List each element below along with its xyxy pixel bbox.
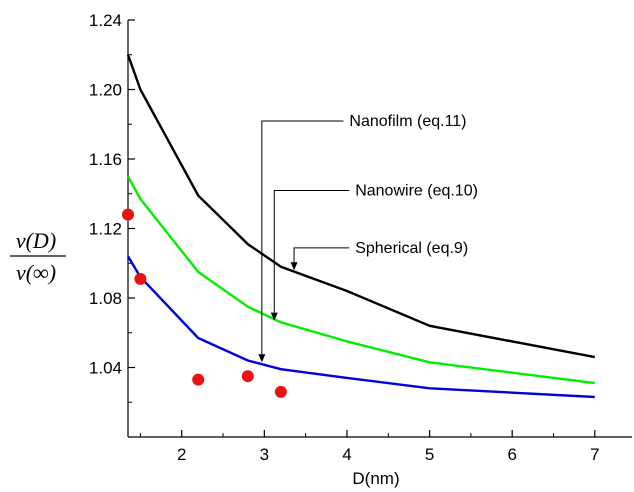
y-tick-label: 1.04 (89, 359, 122, 378)
annotation-leader (261, 120, 344, 356)
annotation-label: Spherical (eq.9) (355, 240, 468, 257)
annotation-label: Nanofilm (eq.11) (349, 113, 466, 130)
annotations: Nanofilm (eq.11) Nanowire (eq.10) Spherica… (258, 113, 478, 363)
data-point (122, 208, 134, 221)
y-tick-label: 1.12 (89, 220, 122, 239)
x-tick-label: 5 (425, 445, 434, 464)
x-tick-label: 3 (260, 445, 269, 464)
annotation: Spherical (eq.9) (290, 240, 468, 271)
data-point (241, 370, 254, 383)
series-line-nanofilm (126, 255, 595, 399)
series-lines (126, 54, 596, 399)
series-line-nanowire (126, 175, 595, 385)
y-tick-label: 1.16 (89, 150, 122, 169)
y-ticks: 1.04 1.08 1.12 1.16 1.20 1.24 (89, 11, 135, 403)
annotation-arrowhead (290, 262, 298, 271)
y-tick-label: 1.08 (89, 289, 122, 308)
x-tick-label: 4 (342, 445, 351, 464)
plot-frame (127, 20, 632, 438)
annotation-label: Nanowire (eq.10) (355, 182, 478, 199)
x-tick-label: 6 (507, 445, 516, 464)
data-point (274, 385, 287, 398)
annotation-arrowhead (258, 354, 266, 363)
annotation: Nanowire (eq.10) (270, 182, 478, 321)
x-tick-label: 7 (590, 445, 599, 464)
x-ticks: 2 3 4 5 6 7 (139, 430, 600, 464)
y-axis-title: ν(D) ν(∞) (10, 228, 66, 285)
annotation-arrowhead (270, 312, 278, 321)
x-tick-label: 2 (177, 445, 186, 464)
x-axis-title: D(nm) (352, 469, 399, 488)
annotation: Nanofilm (eq.11) (258, 113, 467, 363)
data-point (134, 272, 147, 285)
y-axis-title-numerator: ν(D) (16, 228, 56, 253)
scatter-points (122, 208, 287, 398)
y-tick-label: 1.20 (89, 81, 122, 100)
data-point (192, 373, 205, 386)
annotation-leader (273, 189, 350, 314)
y-tick-label: 1.24 (89, 11, 122, 30)
annotation-leader (293, 247, 350, 264)
y-axis-title-denominator: ν(∞) (16, 260, 56, 285)
series-line-spherical (126, 54, 596, 359)
